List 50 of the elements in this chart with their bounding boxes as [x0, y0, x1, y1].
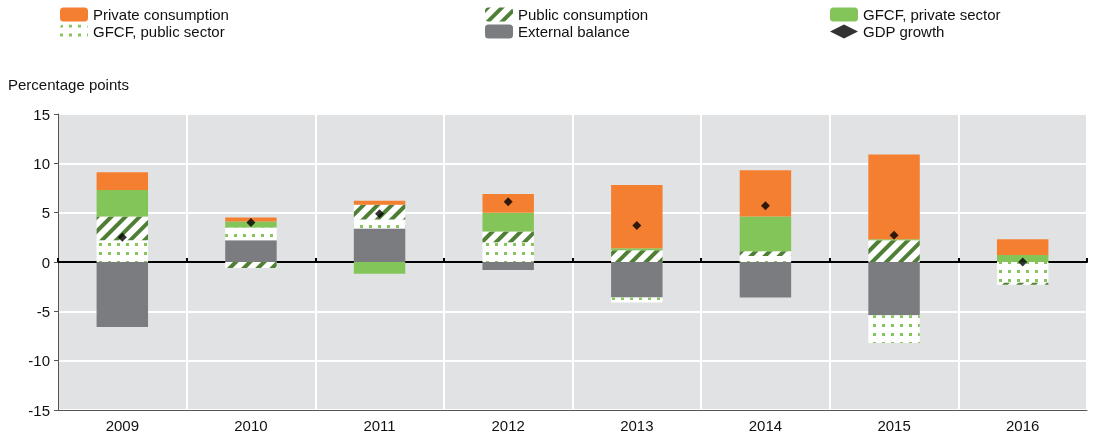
bar [611, 262, 663, 298]
point [1018, 257, 1028, 267]
x-tick-label: 2011 [363, 417, 396, 433]
bar [868, 154, 920, 240]
x-tick-label: 2016 [1006, 417, 1040, 433]
bar [96, 189, 149, 217]
bar [482, 212, 534, 232]
point [503, 197, 513, 207]
legend-label: GFCF, public sector [93, 23, 225, 40]
legend-label: Private consumption [93, 6, 229, 23]
bar [868, 262, 920, 316]
bar [225, 240, 277, 262]
x-tick-label: 2010 [234, 417, 268, 433]
bar [996, 239, 1049, 256]
bar [482, 193, 534, 213]
y-tick-label: -15 [28, 401, 50, 419]
y-tick-label: 10 [33, 154, 50, 172]
legend-label: GDP growth [863, 23, 945, 40]
point [117, 232, 127, 242]
point [375, 209, 385, 219]
x-tick-label: 2014 [748, 417, 783, 433]
y-tick-label: -10 [28, 352, 50, 370]
bar [482, 262, 534, 270]
point [632, 220, 642, 230]
y-tick-label: 5 [41, 204, 50, 222]
y-tick-label: 15 [33, 105, 50, 123]
bar [739, 170, 792, 217]
bar [225, 217, 277, 222]
bar [739, 262, 792, 298]
bar [353, 200, 406, 205]
bar [96, 172, 149, 190]
bar [353, 228, 406, 262]
x-tick-label: 2015 [877, 417, 911, 433]
bar [611, 185, 663, 249]
point [246, 218, 256, 228]
bar [996, 255, 1049, 262]
legend-label: Public consumption [518, 6, 649, 23]
point [889, 230, 899, 240]
legend-label: GFCF, private sector [863, 6, 1001, 23]
bar [96, 262, 149, 328]
y-axis-title: Percentage points [8, 76, 129, 93]
x-tick-label: 2009 [105, 417, 139, 433]
bar [739, 216, 792, 252]
legend-label: External balance [518, 23, 630, 40]
x-tick-label: 2012 [491, 417, 525, 433]
point [760, 201, 770, 211]
y-tick-label: 0 [41, 253, 50, 271]
bar [353, 262, 406, 274]
y-tick-label: -5 [36, 302, 50, 320]
x-tick-label: 2013 [620, 417, 654, 433]
